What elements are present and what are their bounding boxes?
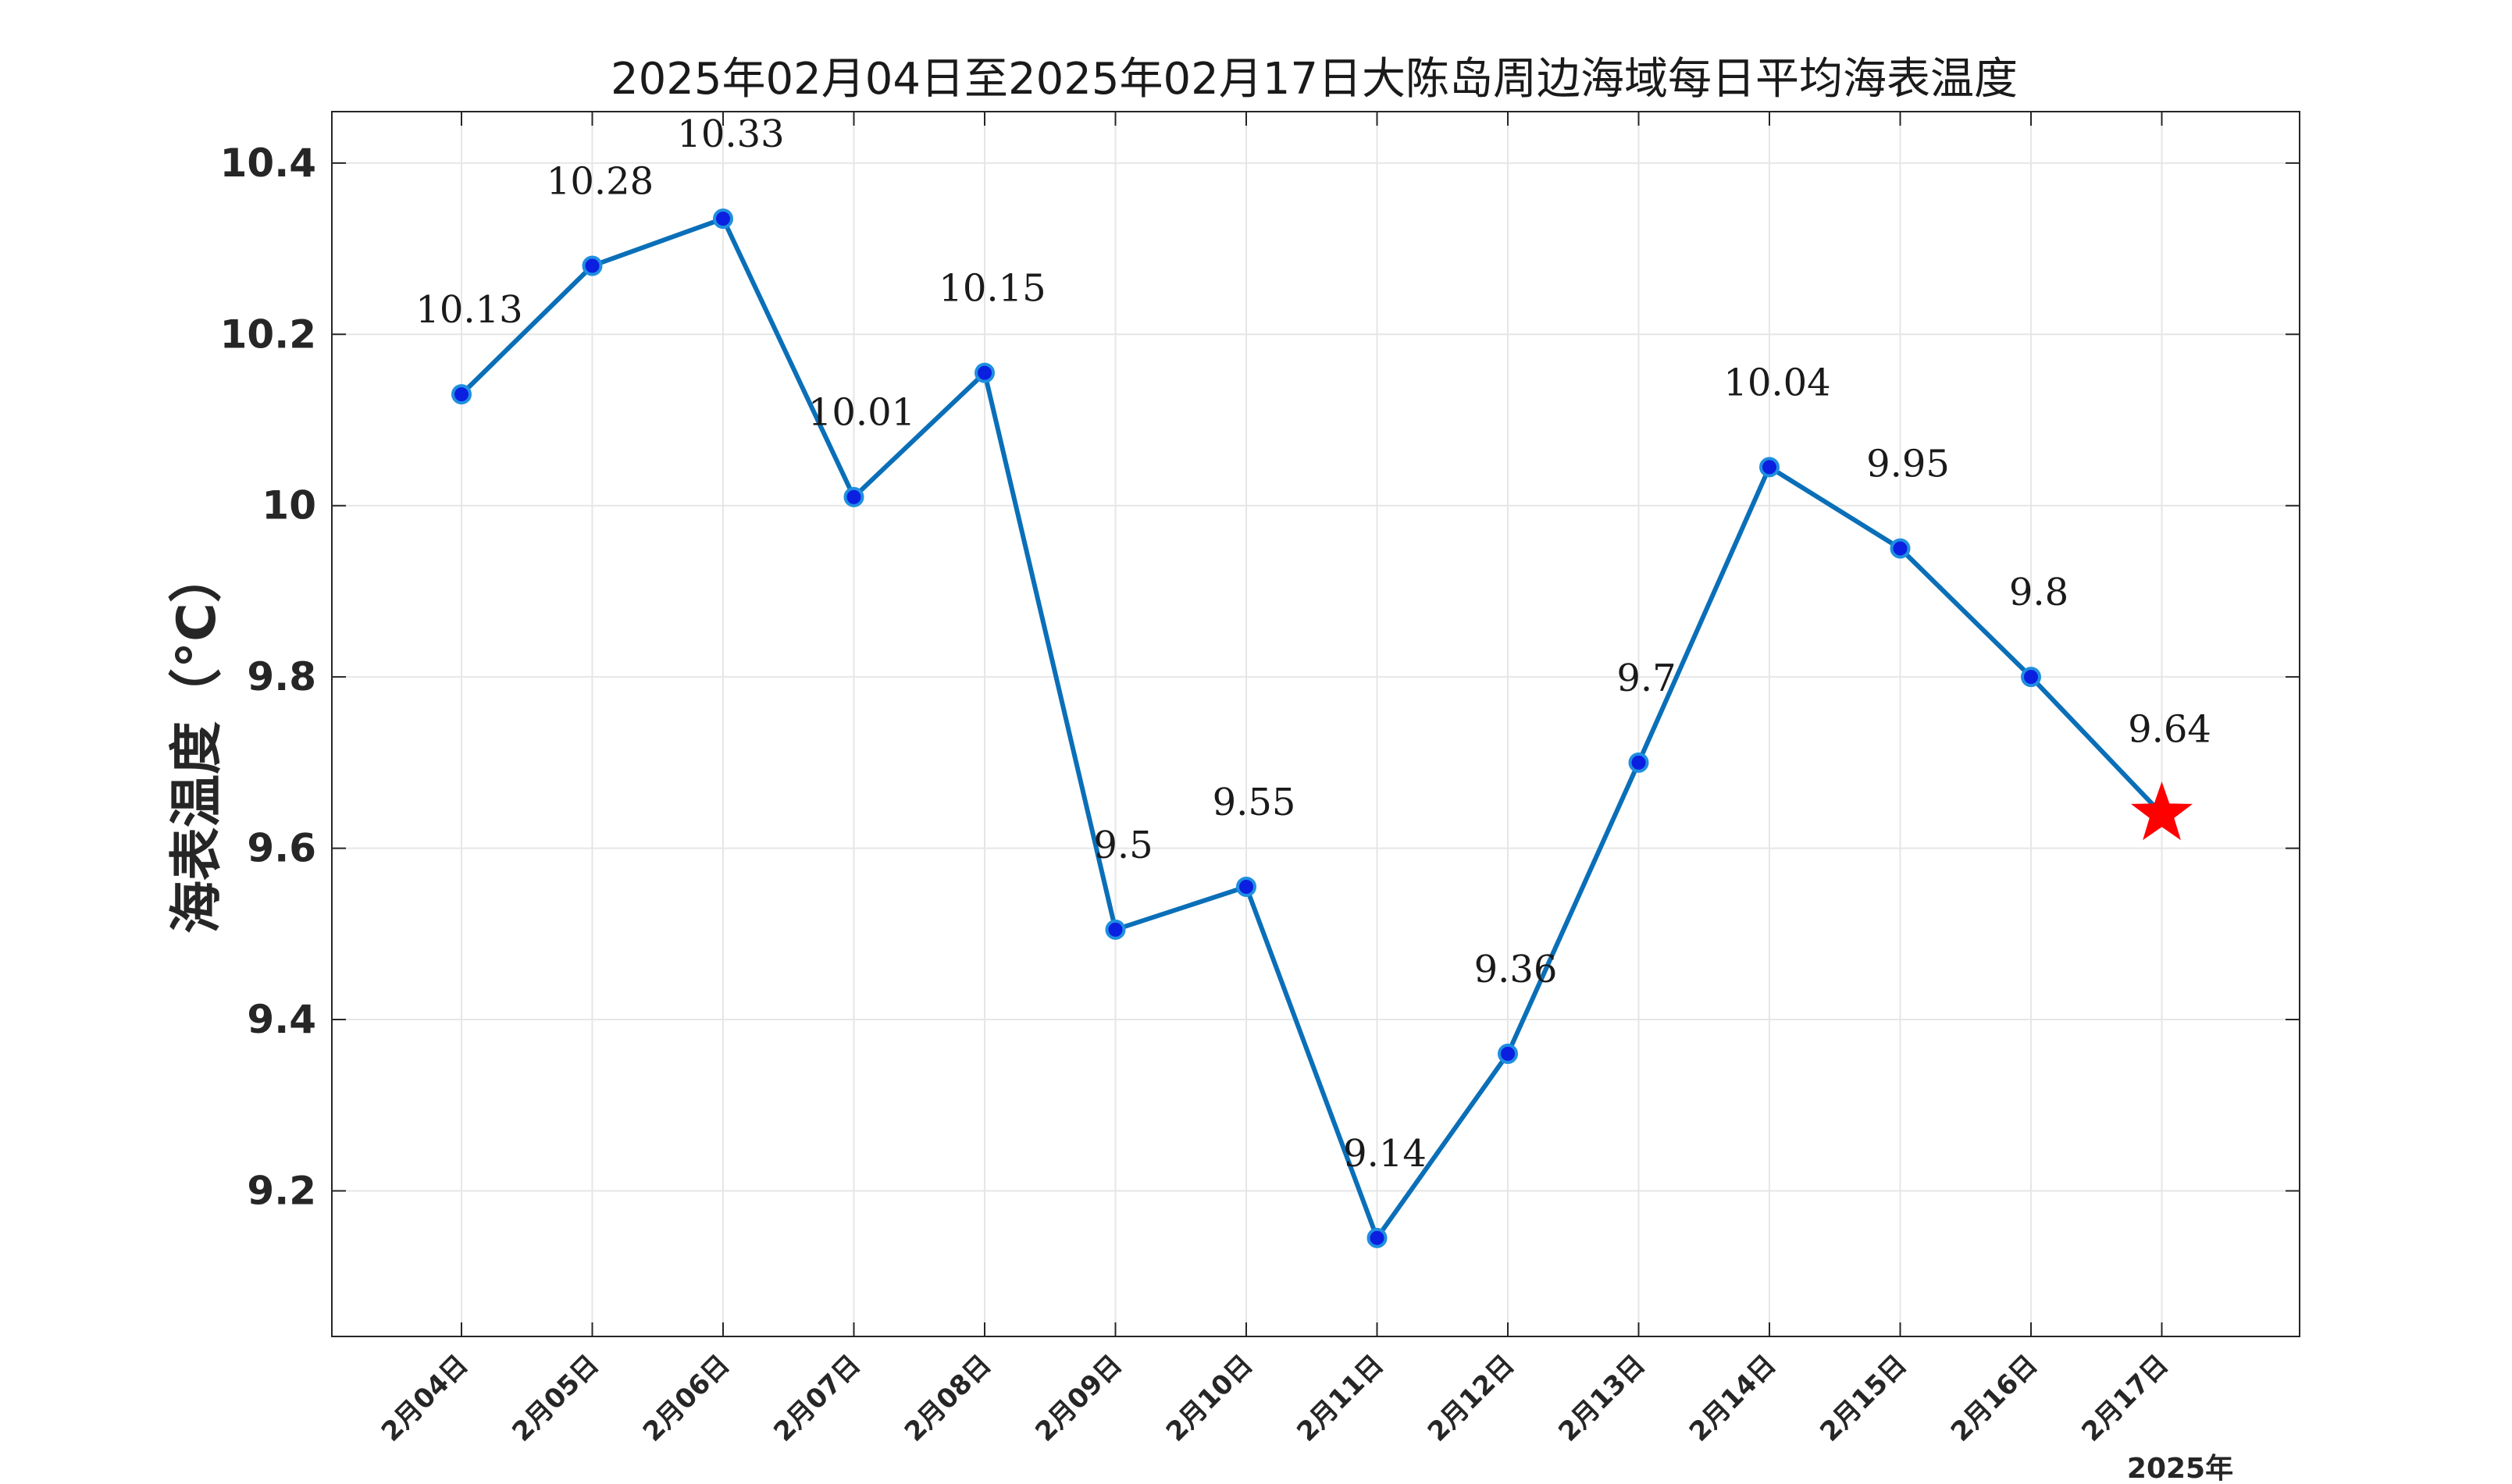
star-marker <box>2131 781 2193 841</box>
series-line <box>459 216 2164 1240</box>
data-point <box>1498 1043 1518 1064</box>
plot-frame <box>331 111 2300 1337</box>
x-tick-label: 2月14日 <box>1684 1349 1783 1448</box>
x-tick-label: 2月17日 <box>2076 1349 2175 1448</box>
x-tick-label: 2月11日 <box>1291 1349 1390 1448</box>
data-point <box>1366 1227 1388 1248</box>
data-label: 9.8 <box>2009 571 2068 614</box>
x-tick-label: 2月07日 <box>768 1349 867 1448</box>
y-axis-label: 海表温度（°C） <box>166 550 228 934</box>
data-point <box>1105 919 1126 940</box>
data-point <box>2021 667 2041 688</box>
grid-lines <box>332 112 2300 1336</box>
data-label: 9.5 <box>1093 824 1153 867</box>
data-label: 9.14 <box>1343 1132 1427 1176</box>
data-label: 10.33 <box>677 112 784 156</box>
data-label: 9.95 <box>1866 443 1950 486</box>
data-label: 10.15 <box>939 267 1046 311</box>
series-temperature <box>459 216 2164 1240</box>
data-point <box>975 362 995 383</box>
data-label: 9.7 <box>1616 657 1676 700</box>
y-tick-label: 9.8 <box>247 654 316 699</box>
data-label: 9.55 <box>1213 781 1296 824</box>
data-point <box>1628 752 1649 773</box>
y-tick-label: 9.6 <box>247 826 316 871</box>
x-tick-label: 2月08日 <box>899 1349 998 1448</box>
chart-title: 2025年02月04日至2025年02月17日大陈岛周边海域每日平均海表温度 <box>611 54 2018 105</box>
x-tick-label: 2月13日 <box>1552 1349 1652 1448</box>
data-label: 10.04 <box>1723 361 1830 404</box>
data-label: 10.13 <box>415 288 522 332</box>
x-tick-label: 2月12日 <box>1422 1349 1521 1448</box>
y-tick-label: 10 <box>262 483 316 528</box>
x-tick-label: 2月16日 <box>1945 1349 2044 1448</box>
x-tick-label: 2月06日 <box>637 1349 736 1448</box>
data-point <box>843 486 864 507</box>
x-tick-label: 2月15日 <box>1814 1349 1913 1448</box>
y-tick-label: 10.2 <box>220 311 316 357</box>
data-point <box>1236 876 1256 897</box>
data-point <box>1890 538 1911 559</box>
data-label: 10.01 <box>808 391 915 435</box>
x-axis-ticks: 2月04日 2月05日 2月06日 2月07日 2月08日 2月09日 2月10日 2月11日… <box>376 1349 2175 1448</box>
x-axis-label: 2025年 <box>2127 1453 2233 1484</box>
data-labels: 10.13 10.28 10.33 10.01 10.15 9.5 9.55 9.14 9.36… <box>415 112 2211 1176</box>
data-point <box>1759 457 1780 478</box>
x-tick-label: 2月10日 <box>1160 1349 1260 1448</box>
data-point <box>451 384 472 405</box>
axes <box>331 111 2300 1337</box>
data-point <box>582 255 603 276</box>
x-tick-label: 2月04日 <box>376 1349 475 1448</box>
data-label: 9.36 <box>1474 948 1558 991</box>
y-axis-ticks: 9.2 9.4 9.6 9.8 10 10.2 10.4 <box>220 141 316 1214</box>
x-tick-label: 2月05日 <box>506 1349 605 1448</box>
data-label: 10.28 <box>547 159 654 203</box>
data-point <box>713 208 733 230</box>
y-tick-label: 10.4 <box>220 141 316 186</box>
y-tick-label: 9.4 <box>247 997 316 1042</box>
data-markers <box>451 208 2193 1248</box>
y-tick-label: 9.2 <box>247 1168 316 1213</box>
x-tick-label: 2月09日 <box>1029 1349 1128 1448</box>
data-label: 9.64 <box>2128 708 2211 752</box>
